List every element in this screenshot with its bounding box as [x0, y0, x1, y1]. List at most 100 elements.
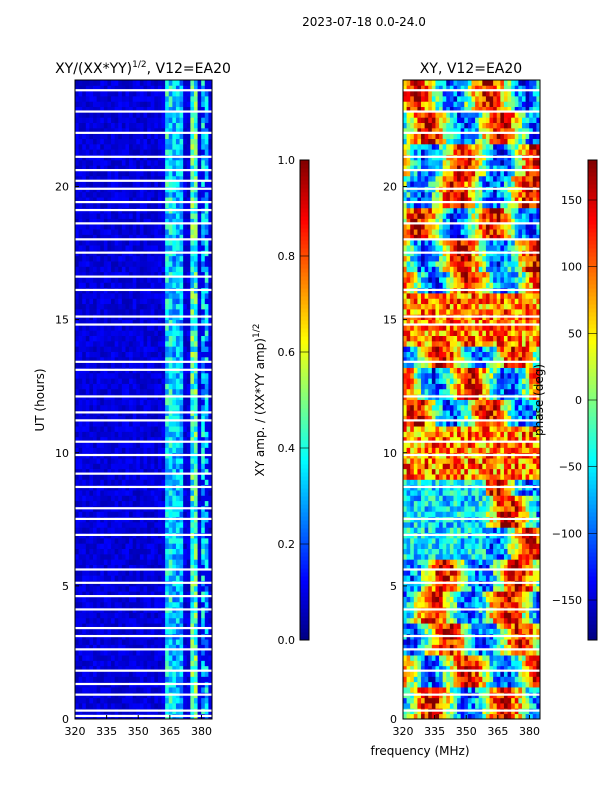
heatmap-cell	[175, 266, 180, 273]
heatmap-cell	[139, 245, 144, 251]
heatmap-cell	[157, 303, 162, 310]
heatmap-cell	[208, 676, 213, 683]
heatmap-cell	[183, 319, 188, 326]
colorbar-swatch	[300, 292, 309, 297]
heatmap-cell	[190, 612, 195, 619]
heatmap-cell	[147, 596, 152, 603]
heatmap-cell	[93, 277, 98, 283]
heatmap-cell	[107, 101, 112, 108]
heatmap-cell	[111, 500, 116, 507]
heatmap-cell	[129, 447, 134, 454]
heatmap-cell	[175, 117, 180, 123]
heatmap-cell	[179, 601, 184, 608]
heatmap-cell	[201, 80, 206, 86]
heatmap-cell	[179, 639, 184, 645]
heatmap-cell	[183, 569, 188, 576]
heatmap-cell	[154, 346, 159, 352]
heatmap-cell	[204, 420, 209, 427]
heatmap-cell	[132, 372, 137, 379]
heatmap-cell	[89, 474, 94, 480]
heatmap-cell	[96, 612, 101, 619]
heatmap-cell	[111, 687, 116, 693]
heatmap-cell	[75, 458, 80, 464]
heatmap-cell	[168, 122, 173, 129]
heatmap-cell	[111, 340, 116, 347]
heatmap-cell	[190, 202, 195, 209]
heatmap-cell	[190, 165, 195, 171]
heatmap-cell	[100, 436, 105, 443]
heatmap-cell	[161, 628, 166, 635]
heatmap-cell	[129, 585, 134, 592]
heatmap-cell	[147, 548, 152, 555]
heatmap-cell	[129, 468, 134, 475]
heatmap-cell	[168, 591, 173, 597]
heatmap-cell	[478, 713, 483, 720]
heatmap-cell	[190, 85, 195, 92]
heatmap-cell	[82, 229, 87, 235]
heatmap-cell	[179, 324, 184, 331]
heatmap-cell	[121, 170, 126, 177]
heatmap-cell	[417, 703, 422, 709]
heatmap-cell	[157, 649, 162, 656]
heatmap-cell	[136, 197, 141, 203]
heatmap-cell	[89, 266, 94, 273]
heatmap-cell	[208, 628, 213, 635]
heatmap-cell	[139, 266, 144, 273]
heatmap-cell	[132, 80, 137, 86]
heatmap-cell	[125, 665, 130, 672]
heatmap-cell	[193, 245, 198, 251]
heatmap-cell	[136, 569, 141, 576]
heatmap-cell	[511, 697, 516, 704]
heatmap-cell	[193, 356, 198, 363]
heatmap-cell	[201, 399, 206, 406]
heatmap-cell	[103, 639, 108, 645]
heatmap-cell	[172, 261, 177, 267]
heatmap-cell	[147, 202, 152, 209]
heatmap-cell	[118, 80, 123, 86]
heatmap-cell	[197, 223, 202, 230]
heatmap-cell	[193, 596, 198, 603]
heatmap-cell	[114, 442, 119, 448]
heatmap-cell	[114, 458, 119, 464]
heatmap-cell	[147, 559, 152, 565]
heatmap-cell	[186, 298, 191, 305]
heatmap-cell	[143, 378, 148, 384]
heatmap-cell	[190, 95, 195, 102]
heatmap-cell	[175, 612, 180, 619]
heatmap-cell	[125, 426, 130, 432]
heatmap-cell	[204, 527, 209, 534]
heatmap-cell	[500, 713, 505, 720]
heatmap-cell	[93, 553, 98, 560]
heatmap-cell	[114, 266, 119, 273]
heatmap-cell	[150, 293, 155, 299]
heatmap-cell	[89, 553, 94, 560]
heatmap-cell	[168, 117, 173, 123]
heatmap-cell	[118, 591, 123, 597]
heatmap-cell	[179, 239, 184, 246]
heatmap-cell	[172, 601, 177, 608]
heatmap-cell	[193, 213, 198, 219]
heatmap-cell	[168, 431, 173, 438]
heatmap-cell	[143, 559, 148, 565]
heatmap-cell	[125, 537, 130, 544]
heatmap-cell	[139, 490, 144, 496]
colorbar-swatch	[300, 236, 309, 241]
heatmap-cell	[118, 213, 123, 219]
heatmap-cell	[139, 362, 144, 368]
heatmap-cell	[78, 495, 83, 502]
heatmap-cell	[139, 181, 144, 187]
heatmap-cell	[107, 111, 112, 118]
heatmap-cell	[139, 628, 144, 635]
heatmap-cell	[204, 356, 209, 363]
heatmap-cell	[125, 298, 130, 305]
heatmap-cell	[132, 617, 137, 624]
heatmap-cell	[75, 495, 80, 502]
heatmap-cell	[139, 298, 144, 305]
heatmap-cell	[190, 138, 195, 145]
heatmap-cell	[154, 335, 159, 342]
heatmap-cell	[201, 234, 206, 241]
heatmap-cell	[89, 298, 94, 305]
heatmap-cell	[168, 623, 173, 629]
heatmap-cell	[129, 191, 134, 198]
